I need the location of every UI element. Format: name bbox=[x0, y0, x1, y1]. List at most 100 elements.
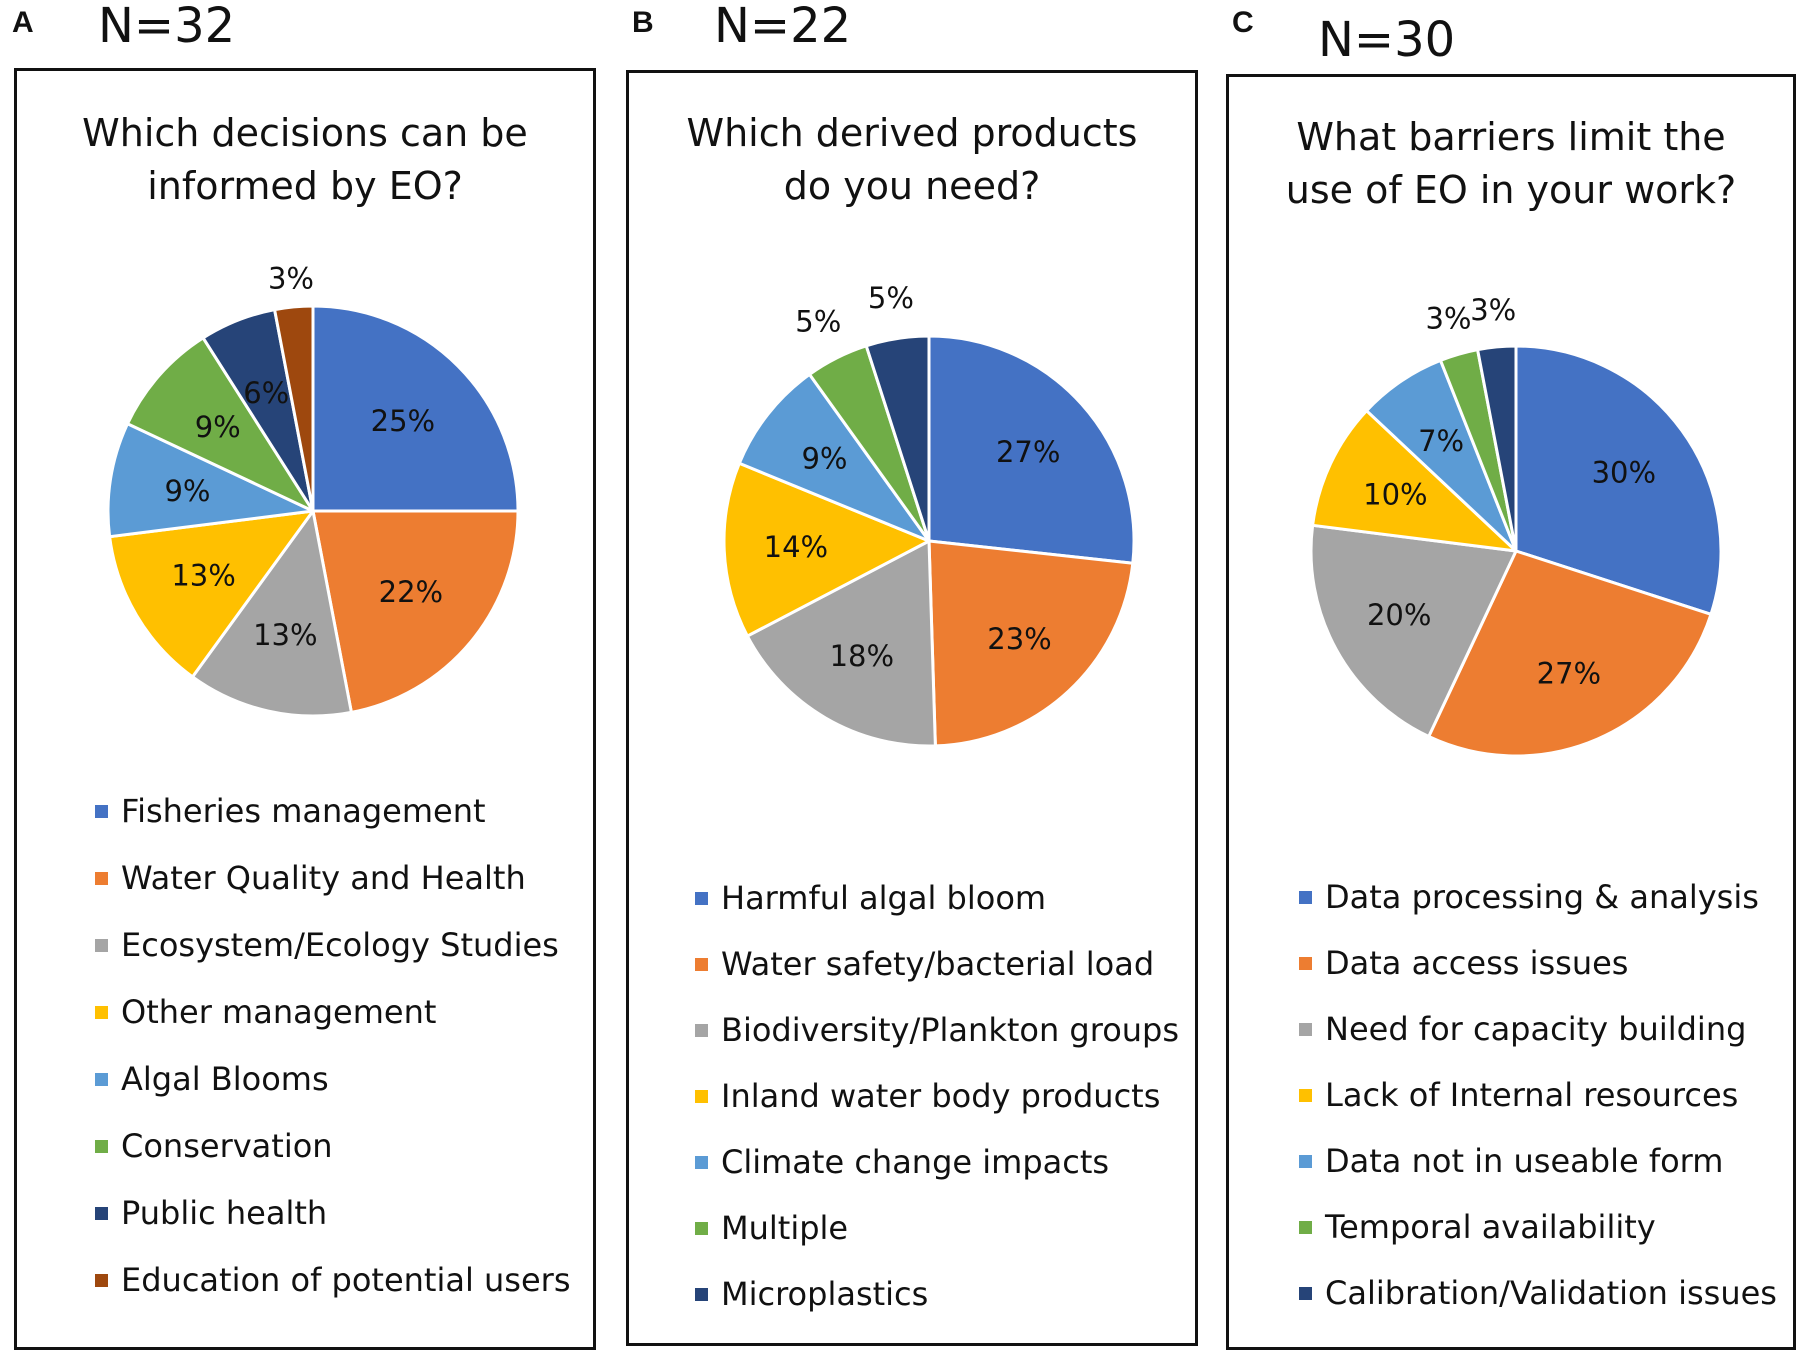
panel-c-legend-swatch-temporal-availability bbox=[1299, 1221, 1312, 1234]
panel-a-legend-swatch-ecosystem-ecology-studies bbox=[95, 939, 108, 952]
panel-b-n-label: N=22 bbox=[714, 0, 852, 54]
panel-a-chart: Which decisions can be informed by EO? 2… bbox=[14, 68, 596, 1350]
panel-b-title-line-2: do you need? bbox=[783, 164, 1041, 208]
panel-a-slice-algal-blooms bbox=[106, 422, 315, 539]
panel-b-data-label-biodiversity-plankton-groups: 18% bbox=[830, 639, 894, 673]
panel-b-legend-swatch-water-safety-bacterial-load bbox=[695, 958, 708, 971]
panel-b-legend-swatch-climate-change-impacts bbox=[695, 1156, 708, 1169]
panel-b-legend-label-biodiversity-plankton-groups: Biodiversity/Plankton groups bbox=[721, 1011, 1180, 1049]
panel-a-legend-swatch-water-quality-and-health bbox=[95, 872, 108, 885]
panel-a-legend-swatch-conservation bbox=[95, 1140, 108, 1153]
panel-a-slice-ecosystem-ecology-studies bbox=[191, 509, 353, 718]
panel-c-data-label-need-for-capacity-building: 20% bbox=[1367, 598, 1431, 632]
panel-c-chart: What barriers limit the use of EO in you… bbox=[1226, 74, 1796, 1350]
panel-c-legend-swatch-data-processing-analysis bbox=[1299, 891, 1312, 904]
panel-a-data-label-public-health: 6% bbox=[243, 376, 289, 410]
panel-a-legend-label-water-quality-and-health: Water Quality and Health bbox=[121, 859, 526, 897]
panel-c-label: C bbox=[1232, 6, 1254, 39]
panel-c-legend-swatch-need-for-capacity-building bbox=[1299, 1023, 1312, 1036]
panel-b-data-label-microplastics: 5% bbox=[868, 281, 914, 315]
panel-b-legend-swatch-microplastics bbox=[695, 1288, 708, 1301]
panel-a-title-line-1: Which decisions can be bbox=[82, 111, 528, 155]
panel-b-title: Which derived products do you need? bbox=[629, 107, 1195, 213]
panel-c-title: What barriers limit the use of EO in you… bbox=[1229, 111, 1793, 217]
panel-b-chart: Which derived products do you need? 27% 2… bbox=[626, 70, 1198, 1346]
panel-a-data-label-other-management: 13% bbox=[171, 559, 235, 593]
panel-c-slice-lack-of-internal-resources bbox=[1311, 409, 1518, 553]
panel-c-legend-swatch-calibration-validation-issues bbox=[1299, 1287, 1312, 1300]
panel-a-legend-swatch-other-management bbox=[95, 1006, 108, 1019]
panel-c-data-label-lack-of-internal-resources: 10% bbox=[1363, 477, 1427, 511]
panel-a-slice-water-quality-and-health bbox=[311, 509, 520, 714]
panel-c-data-label-data-not-in-useable-form: 7% bbox=[1418, 424, 1464, 458]
panel-b-slice-water-safety-bacterial-load bbox=[927, 539, 1135, 748]
panel-a-legend-swatch-algal-blooms bbox=[95, 1073, 108, 1086]
panel-b-data-label-water-safety-bacterial-load: 23% bbox=[987, 622, 1051, 656]
panel-b-title-line-1: Which derived products bbox=[686, 111, 1138, 155]
panel-c-legend-label-data-access-issues: Data access issues bbox=[1325, 944, 1629, 982]
panel-a-legend-label-conservation: Conservation bbox=[121, 1127, 333, 1165]
panel-c-legend-label-data-not-in-useable-form: Data not in useable form bbox=[1325, 1142, 1724, 1180]
panel-b-legend-label-water-safety-bacterial-load: Water safety/bacterial load bbox=[721, 945, 1155, 983]
panel-c-legend-swatch-data-not-in-useable-form bbox=[1299, 1155, 1312, 1168]
panel-c-title-line-1: What barriers limit the bbox=[1296, 115, 1726, 159]
panel-b-legend-swatch-inland-water-body-products bbox=[695, 1090, 708, 1103]
panel-b-pie: 27% 23% 18% 14% 9% 5% 5% bbox=[722, 281, 1136, 748]
panel-b-legend-swatch-biodiversity-plankton-groups bbox=[695, 1024, 708, 1037]
panel-a-title: Which decisions can be informed by EO? bbox=[17, 107, 593, 213]
panel-b-data-label-inland-water-body-products: 14% bbox=[764, 530, 828, 564]
panel-a-data-label-fisheries-management: 25% bbox=[371, 404, 435, 438]
panel-b-legend-label-harmful-algal-bloom: Harmful algal bloom bbox=[721, 879, 1047, 917]
panel-a-label: A bbox=[12, 6, 34, 39]
panel-b-slice-harmful-algal-bloom bbox=[927, 334, 1136, 565]
panel-a-legend-label-other-management: Other management bbox=[121, 993, 437, 1031]
panel-a-slice-other-management bbox=[108, 509, 315, 679]
panel-c-pie: 30% 27% 20% 10% 7% 3%3% bbox=[1309, 293, 1723, 758]
panel-b-data-label-climate-change-impacts: 9% bbox=[801, 441, 847, 475]
panel-c-legend-swatch-data-access-issues bbox=[1299, 957, 1312, 970]
panel-a-legend-label-ecosystem-ecology-studies: Ecosystem/Ecology Studies bbox=[121, 926, 559, 964]
panel-a-legend-swatch-fisheries-management bbox=[95, 805, 108, 818]
panel-a-legend-label-education-of-potential-users: Education of potential users bbox=[121, 1261, 571, 1299]
panel-a-legend-label-fisheries-management: Fisheries management bbox=[121, 792, 486, 830]
panel-c-legend-swatch-lack-of-internal-resources bbox=[1299, 1089, 1312, 1102]
panel-a-n-label: N=32 bbox=[98, 0, 236, 54]
panel-c-title-line-2: use of EO in your work? bbox=[1285, 168, 1737, 212]
panel-b-slice-microplastics bbox=[864, 334, 931, 543]
panel-a-legend-swatch-public-health bbox=[95, 1207, 108, 1220]
panel-a-data-label-education-of-potential-users: 3% bbox=[268, 261, 314, 295]
panel-b-label: B bbox=[632, 6, 654, 39]
panel-a-legend-label-public-health: Public health bbox=[121, 1194, 328, 1232]
panel-a-slice-fisheries-management bbox=[311, 304, 520, 513]
panel-a-data-label-ecosystem-ecology-studies: 13% bbox=[253, 618, 317, 652]
panel-a-pie: 25%22%13%13%9%9%6%3% bbox=[106, 261, 520, 718]
panel-b-legend-label-climate-change-impacts: Climate change impacts bbox=[721, 1143, 1110, 1181]
panel-c-legend-label-calibration-validation-issues: Calibration/Validation issues bbox=[1325, 1274, 1777, 1312]
panel-c-n-label: N=30 bbox=[1318, 12, 1456, 68]
panel-b-slice-climate-change-impacts bbox=[737, 372, 931, 543]
panel-b-legend-label-multiple: Multiple bbox=[721, 1209, 849, 1247]
panel-a-data-label-algal-blooms: 9% bbox=[164, 474, 210, 508]
panel-c-data-label-data-access-issues: 27% bbox=[1537, 656, 1601, 690]
panel-c-legend-label-data-processing-analysis: Data processing & analysis bbox=[1325, 878, 1759, 916]
panel-a-slice-conservation bbox=[126, 336, 315, 513]
panel-b-data-label-harmful-algal-bloom: 27% bbox=[996, 435, 1060, 469]
panel-b-slice-inland-water-body-products bbox=[722, 461, 931, 638]
panel-c-legend-label-need-for-capacity-building: Need for capacity building bbox=[1325, 1010, 1747, 1048]
panel-c-data-label-calibration-validation-issues: 3% bbox=[1470, 293, 1516, 327]
panel-b-legend-swatch-multiple bbox=[695, 1222, 708, 1235]
panel-b-legend-label-microplastics: Microplastics bbox=[721, 1275, 929, 1313]
panel-c-slice-calibration-validation-issues bbox=[1476, 344, 1518, 553]
panel-c-legend-label-temporal-availability: Temporal availability bbox=[1325, 1208, 1656, 1246]
panel-c-data-label-temporal-availability: 3% bbox=[1425, 302, 1471, 336]
panel-a-legend-swatch-education-of-potential-users bbox=[95, 1274, 108, 1287]
panel-c-slice-need-for-capacity-building bbox=[1309, 523, 1518, 738]
panel-c-slice-data-processing-analysis bbox=[1514, 344, 1723, 616]
panel-b-slice-biodiversity-plankton-groups bbox=[745, 539, 937, 748]
panel-c-slice-data-access-issues bbox=[1427, 549, 1713, 758]
panel-a-slice-education-of-potential-users bbox=[273, 304, 315, 513]
panel-c-data-label-data-processing-analysis: 30% bbox=[1592, 456, 1656, 490]
panel-b-legend-swatch-harmful-algal-bloom bbox=[695, 892, 708, 905]
panel-b-legend-label-inland-water-body-products: Inland water body products bbox=[721, 1077, 1161, 1115]
panel-c-legend-label-lack-of-internal-resources: Lack of Internal resources bbox=[1325, 1076, 1739, 1114]
